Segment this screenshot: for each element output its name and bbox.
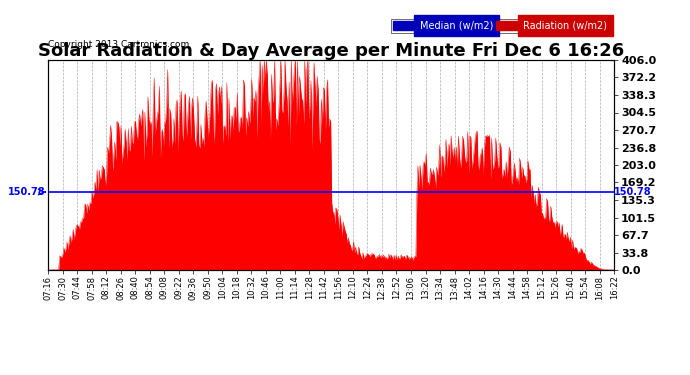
Text: 150.78: 150.78 xyxy=(614,187,652,197)
Title: Solar Radiation & Day Average per Minute Fri Dec 6 16:26: Solar Radiation & Day Average per Minute… xyxy=(38,42,624,60)
Legend: Median (w/m2), Radiation (w/m2): Median (w/m2), Radiation (w/m2) xyxy=(391,19,609,33)
Text: 150.78: 150.78 xyxy=(8,187,46,197)
Text: Copyright 2013 Cartronics.com: Copyright 2013 Cartronics.com xyxy=(48,40,190,49)
